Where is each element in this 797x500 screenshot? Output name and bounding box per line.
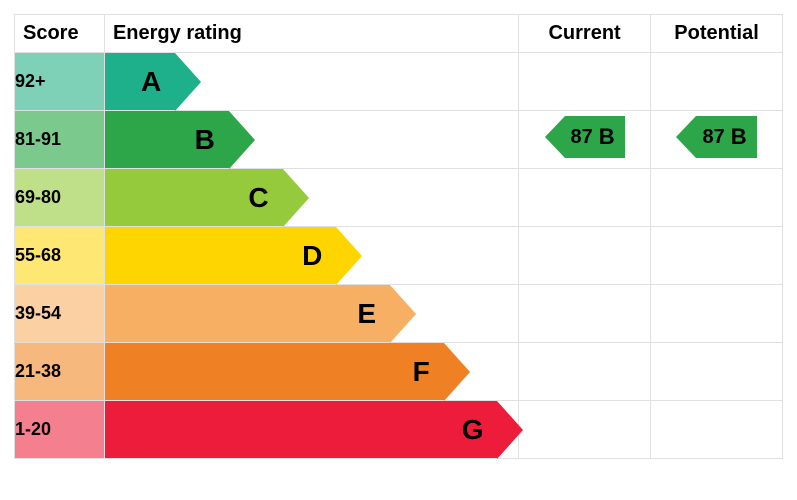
energy-rating-chart: Score Energy rating Current Potential 92…	[14, 14, 783, 459]
current-cell-c	[519, 169, 651, 227]
rating-bar-e: E	[105, 285, 390, 342]
rating-letter-f: F	[413, 356, 430, 388]
band-row-c: 69-80 C	[15, 169, 783, 227]
band-row-g: 1-20 G	[15, 401, 783, 459]
potential-marker-letter: B	[731, 124, 747, 150]
score-range-a: 92+	[15, 53, 105, 111]
score-range-c: 69-80	[15, 169, 105, 227]
current-cell-d	[519, 227, 651, 285]
rating-cell-b: B	[104, 111, 518, 169]
rating-bar-d: D	[105, 227, 336, 284]
rating-letter-d: D	[302, 240, 322, 272]
current-cell-g	[519, 401, 651, 459]
bar-chevron-icon	[444, 343, 470, 401]
rating-letter-e: E	[357, 298, 376, 330]
header-potential: Potential	[651, 15, 783, 53]
current-cell-e	[519, 285, 651, 343]
rating-letter-b: B	[195, 124, 215, 156]
band-row-d: 55-68 D	[15, 227, 783, 285]
score-range-f: 21-38	[15, 343, 105, 401]
potential-cell-b: 87 B	[651, 111, 783, 169]
current-marker-letter: B	[599, 124, 615, 150]
bar-chevron-icon	[336, 227, 362, 285]
rating-cell-c: C	[104, 169, 518, 227]
potential-cell-c	[651, 169, 783, 227]
rating-cell-f: F	[104, 343, 518, 401]
header-row: Score Energy rating Current Potential	[15, 15, 783, 53]
bar-chevron-icon	[390, 285, 416, 343]
band-row-a: 92+ A	[15, 53, 783, 111]
header-rating: Energy rating	[104, 15, 518, 53]
rating-cell-d: D	[104, 227, 518, 285]
rating-cell-e: E	[104, 285, 518, 343]
current-cell-a	[519, 53, 651, 111]
header-current: Current	[519, 15, 651, 53]
score-range-e: 39-54	[15, 285, 105, 343]
current-marker-body: 87 B	[565, 116, 625, 158]
rating-cell-g: G	[104, 401, 518, 459]
rating-letter-c: C	[248, 182, 268, 214]
current-cell-b: 87 B	[519, 111, 651, 169]
header-score: Score	[15, 15, 105, 53]
potential-cell-f	[651, 343, 783, 401]
score-range-b: 81-91	[15, 111, 105, 169]
potential-marker-body: 87 B	[696, 116, 756, 158]
potential-marker-score: 87	[702, 126, 724, 149]
potential-cell-a	[651, 53, 783, 111]
arrow-left-icon	[676, 116, 696, 158]
rating-letter-g: G	[462, 414, 484, 446]
rating-letter-a: A	[141, 66, 161, 98]
rating-bar-b: B	[105, 111, 229, 168]
rating-cell-a: A	[104, 53, 518, 111]
score-range-g: 1-20	[15, 401, 105, 459]
current-marker-score: 87	[571, 126, 593, 149]
bar-chevron-icon	[229, 111, 255, 169]
current-marker: 87 B	[545, 116, 625, 158]
band-row-f: 21-38 F	[15, 343, 783, 401]
rating-bar-a: A	[105, 53, 175, 110]
arrow-left-icon	[545, 116, 565, 158]
bar-chevron-icon	[283, 169, 309, 227]
bar-chevron-icon	[175, 53, 201, 111]
band-row-e: 39-54 E	[15, 285, 783, 343]
bar-chevron-icon	[497, 401, 523, 459]
score-range-d: 55-68	[15, 227, 105, 285]
rating-bar-g: G	[105, 401, 498, 458]
rating-bar-c: C	[105, 169, 283, 226]
potential-marker: 87 B	[676, 116, 756, 158]
potential-cell-d	[651, 227, 783, 285]
current-cell-f	[519, 343, 651, 401]
band-row-b: 81-91 B 87 B 87 B	[15, 111, 783, 169]
potential-cell-g	[651, 401, 783, 459]
potential-cell-e	[651, 285, 783, 343]
rating-bar-f: F	[105, 343, 444, 400]
